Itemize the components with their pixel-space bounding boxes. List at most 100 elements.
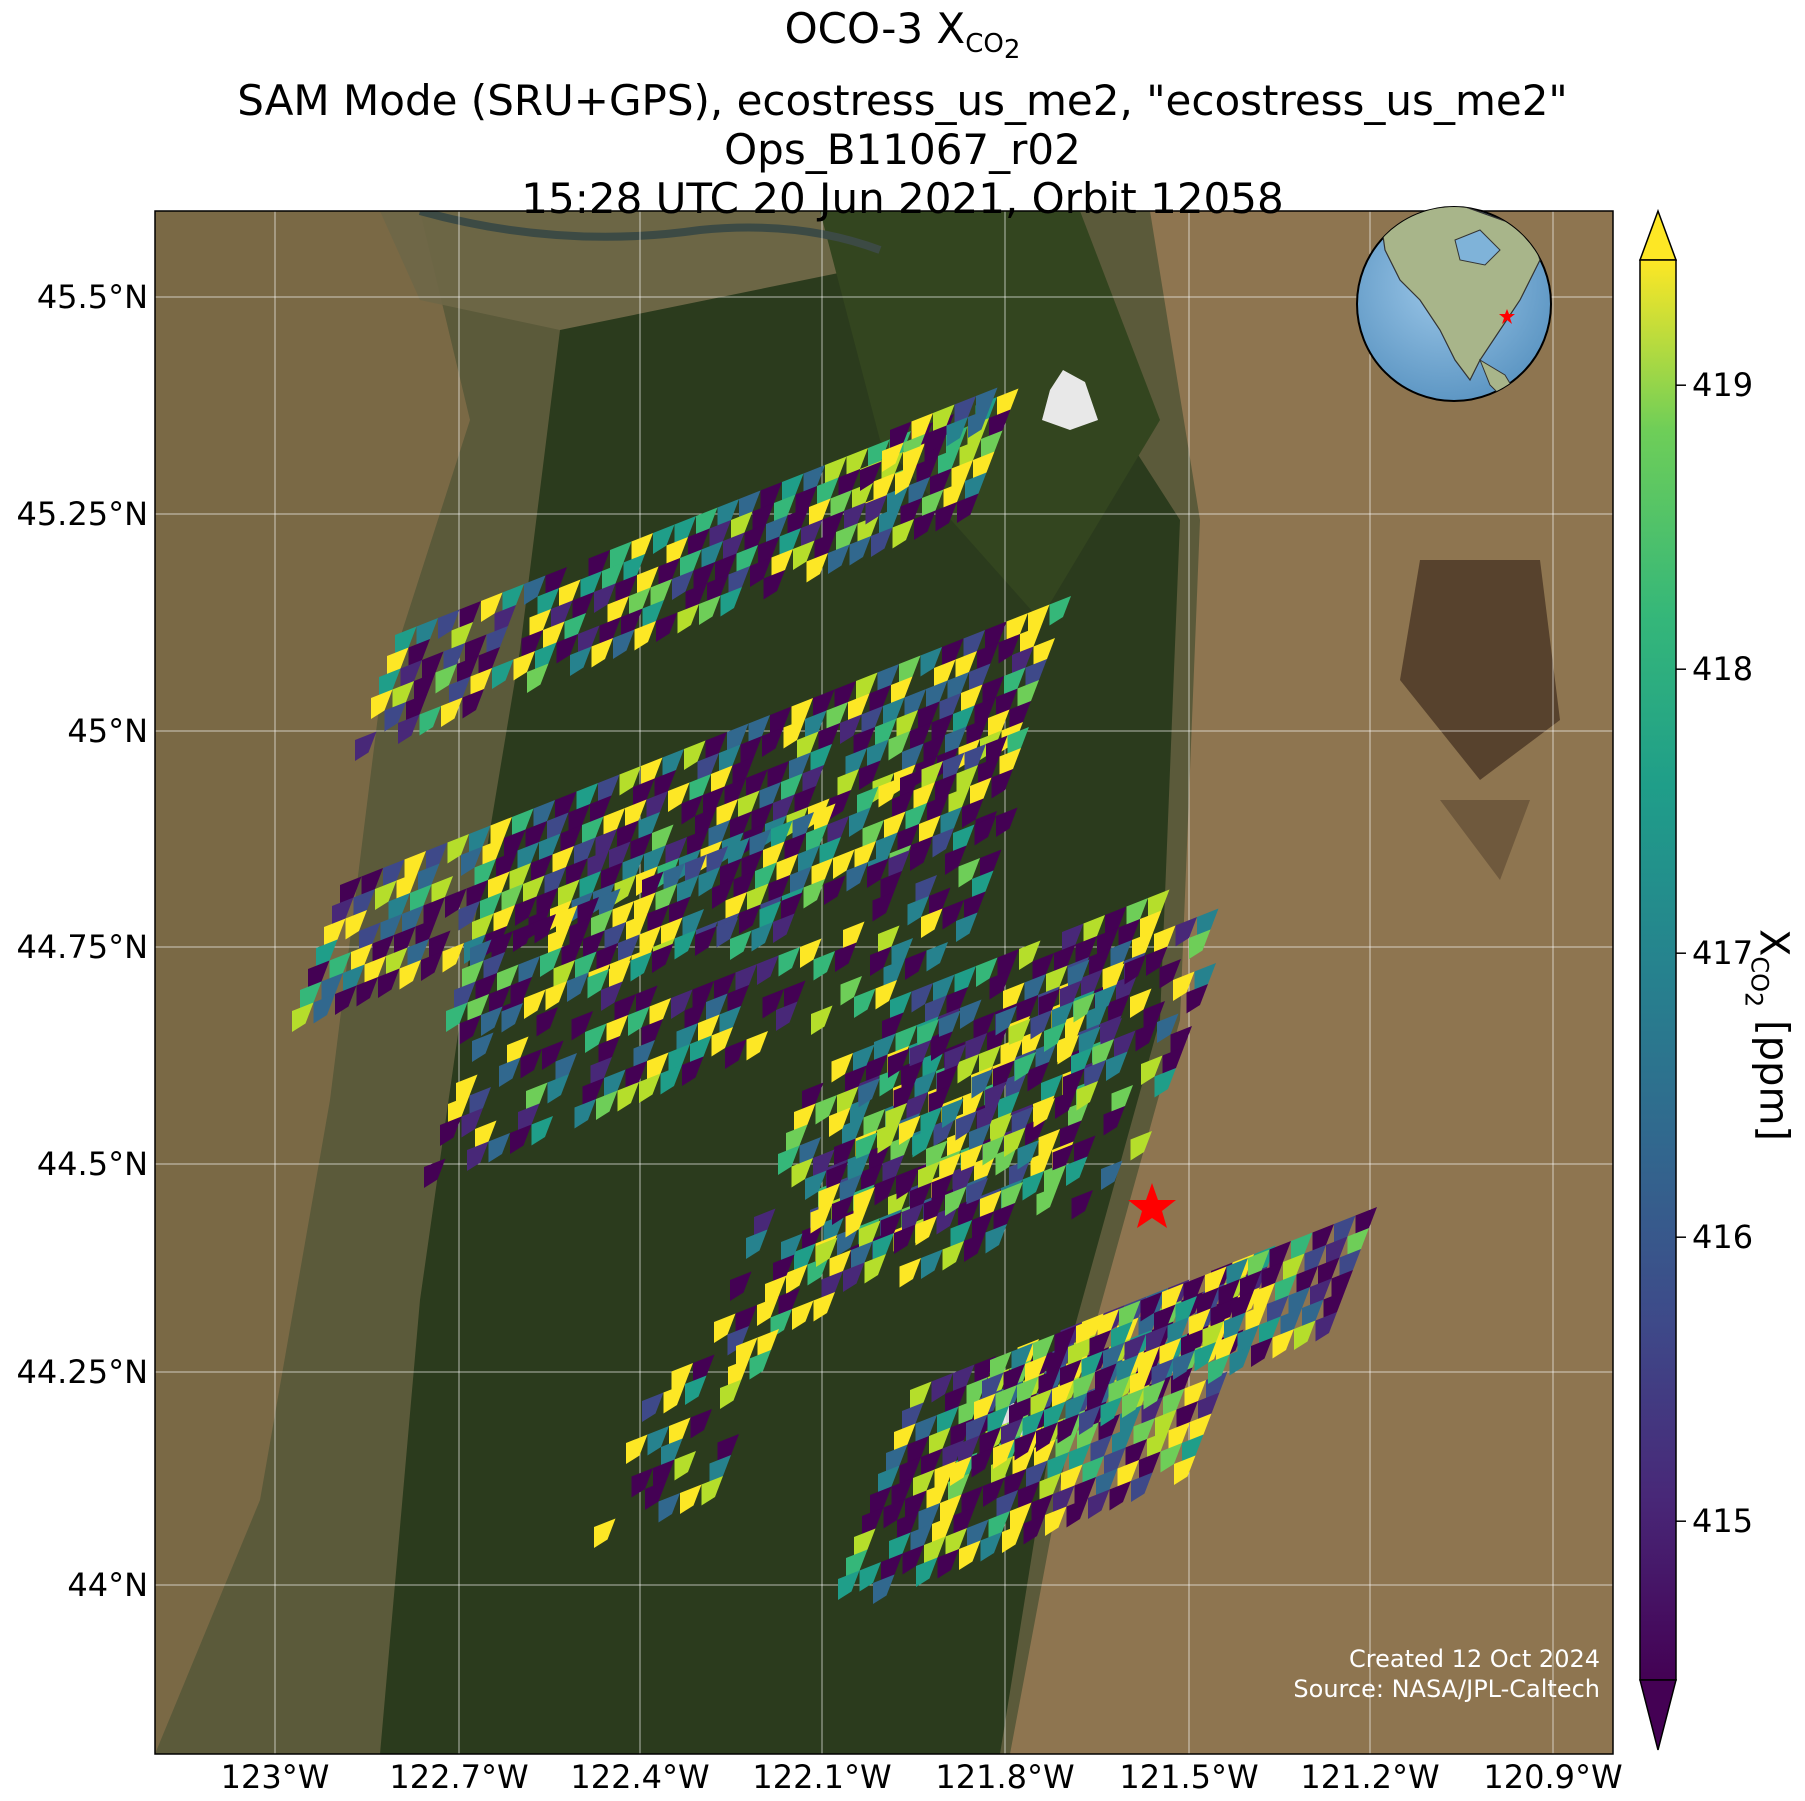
lat-tick-label: 44.75°N — [16, 928, 148, 966]
sounding-footprint — [1117, 1460, 1139, 1490]
xco2-soundings — [292, 387, 1377, 1604]
lat-tick-label: 45°N — [67, 712, 148, 750]
sounding-footprint — [517, 842, 539, 872]
sounding-footprint — [598, 774, 620, 804]
sounding-footprint — [1014, 1431, 1036, 1461]
sounding-footprint — [421, 951, 443, 981]
sounding-footprint — [913, 1469, 935, 1499]
sounding-footprint — [1267, 1295, 1289, 1325]
sounding-footprint — [875, 718, 897, 748]
sounding-footprint — [631, 533, 653, 563]
sounding-footprint — [933, 404, 955, 434]
sounding-footprint — [1310, 1278, 1332, 1308]
sounding-footprint — [1331, 1270, 1353, 1300]
sounding-footprint — [580, 571, 602, 601]
sounding-footprint — [671, 989, 693, 1019]
sounding-footprint — [579, 871, 601, 901]
sounding-footprint — [940, 1494, 962, 1524]
sounding-footprint — [970, 777, 992, 807]
sounding-footprint — [766, 515, 788, 545]
sounding-footprint — [916, 456, 938, 486]
sounding-footprint — [614, 994, 636, 1024]
figure-title: OCO-3 XCO2 SAM Mode (SRU+GPS), ecostress… — [0, 4, 1805, 223]
sounding-footprint — [680, 1484, 702, 1514]
sounding-footprint — [416, 618, 438, 648]
sounding-footprint — [1073, 1372, 1095, 1402]
sounding-footprint — [470, 668, 492, 698]
sounding-footprint — [793, 540, 815, 570]
sounding-footprint — [1101, 1160, 1123, 1190]
sounding-footprint — [947, 1129, 969, 1159]
sounding-footprint — [833, 849, 855, 879]
sounding-footprint — [816, 1237, 838, 1267]
sounding-footprint — [482, 838, 504, 868]
sounding-footprint — [1007, 727, 1029, 757]
sounding-footprint — [771, 549, 793, 579]
sounding-footprint — [1339, 1249, 1361, 1279]
sounding-footprint — [918, 701, 940, 731]
sounding-footprint — [1275, 1274, 1297, 1304]
sounding-footprint — [837, 769, 859, 799]
sounding-footprint — [524, 575, 546, 605]
sounding-footprint — [741, 850, 763, 880]
sounding-footprint — [996, 807, 1018, 837]
sounding-footprint — [782, 473, 804, 503]
sounding-footprint — [655, 884, 677, 914]
sounding-footprint — [945, 1528, 967, 1558]
sounding-footprint — [591, 638, 613, 668]
sounding-footprint — [1124, 955, 1146, 985]
sounding-footprint — [974, 1393, 996, 1423]
sounding-footprint — [921, 1249, 943, 1279]
sounding-footprint — [1103, 963, 1125, 993]
sounding-footprint — [1095, 984, 1117, 1014]
sounding-footprint — [725, 892, 747, 922]
lat-tick-label: 44°N — [67, 1566, 148, 1604]
sounding-footprint — [1095, 1363, 1117, 1393]
sounding-footprint — [1259, 1316, 1281, 1346]
sounding-footprint — [1251, 1337, 1273, 1367]
sounding-footprint — [813, 1292, 835, 1322]
sounding-footprint — [414, 672, 436, 702]
sounding-footprint — [996, 688, 1018, 718]
sounding-footprint — [663, 863, 685, 893]
sounding-footprint — [582, 816, 604, 846]
sounding-footprint — [1205, 1266, 1227, 1296]
sounding-footprint — [440, 1116, 462, 1146]
sounding-footprint — [828, 544, 850, 574]
sounding-footprint — [773, 913, 795, 943]
sounding-footprint — [940, 807, 962, 837]
sounding-footprint — [824, 875, 846, 905]
sounding-footprint — [351, 943, 373, 973]
sounding-footprint — [956, 912, 978, 942]
sounding-footprint — [854, 988, 876, 1018]
sounding-footprint — [680, 549, 702, 579]
sounding-footprint — [499, 1057, 521, 1087]
sounding-footprint — [993, 1439, 1015, 1469]
sounding-footprint — [1035, 1041, 1057, 1071]
sounding-footprint — [736, 1337, 758, 1367]
sounding-footprint — [578, 625, 600, 655]
sounding-footprint — [724, 778, 746, 808]
sounding-footprint — [594, 1518, 616, 1548]
sounding-footprint — [490, 817, 512, 847]
title-line-3: Ops_B11067_r02 — [724, 124, 1081, 174]
sounding-footprint — [501, 884, 523, 914]
sounding-footprint — [467, 994, 489, 1024]
sounding-footprint — [568, 804, 590, 834]
sounding-footprint — [904, 689, 926, 719]
sounding-footprint — [685, 1375, 707, 1405]
sounding-footprint — [1302, 1299, 1324, 1329]
sounding-footprint — [1181, 1329, 1203, 1359]
sounding-footprint — [1081, 1351, 1103, 1381]
sounding-footprint — [899, 655, 921, 685]
sounding-footprint — [806, 553, 828, 583]
sounding-footprint — [863, 1109, 885, 1139]
sounding-footprint — [728, 1358, 750, 1388]
sounding-footprint — [668, 1044, 690, 1074]
sounding-footprint — [995, 1385, 1017, 1415]
sounding-footprint — [929, 887, 951, 917]
sounding-footprint — [917, 1019, 939, 1049]
sounding-footprint — [603, 808, 625, 838]
sounding-footprint — [660, 1065, 682, 1095]
